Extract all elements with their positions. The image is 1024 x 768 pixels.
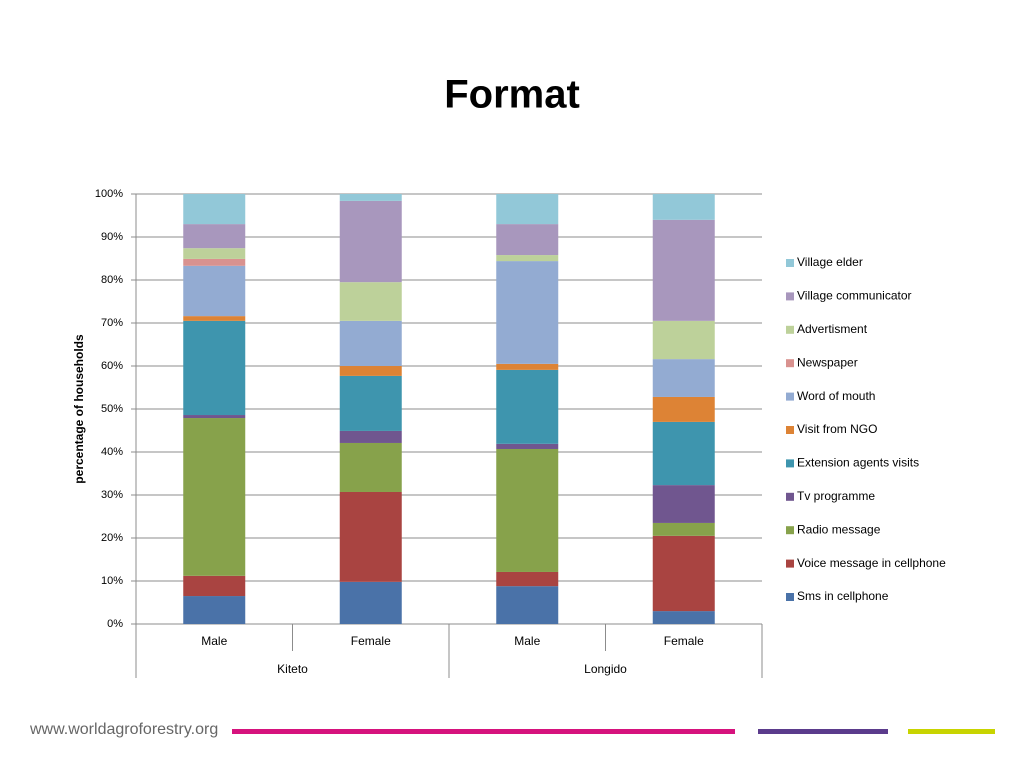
legend-swatch (786, 593, 794, 601)
bar-segment (652, 219, 715, 321)
y-tick-label: 20% (101, 532, 123, 544)
bar-segment (496, 448, 559, 572)
y-tick-label: 100% (95, 188, 123, 200)
bar-segment (652, 535, 715, 612)
bar-segment (496, 261, 559, 364)
legend-label: Voice message in cellphone (797, 556, 946, 570)
bar-segment (652, 421, 715, 486)
bar-segment (183, 224, 246, 249)
x-tick-label: Male (514, 634, 540, 648)
legend-label: Sms in cellphone (797, 589, 889, 603)
legend-swatch (786, 259, 794, 267)
bar-segment (339, 366, 402, 376)
chart-title: Format (444, 73, 580, 117)
bar-segment (652, 611, 715, 624)
y-tick-label: 30% (101, 489, 123, 501)
bar-segment (339, 581, 402, 624)
bar-segment (183, 248, 246, 259)
y-tick-label: 70% (101, 317, 123, 329)
bar-segment (183, 265, 246, 317)
bar-segment (496, 571, 559, 587)
legend-swatch (786, 559, 794, 568)
bar-segment (339, 194, 402, 201)
x-tick-label: Female (664, 634, 704, 648)
legend-label: Visit from NGO (797, 422, 877, 436)
bar-segment (339, 375, 402, 431)
bar-segment (183, 418, 246, 576)
bar-segment (183, 575, 246, 597)
bar-segment (339, 430, 402, 443)
legend-swatch (786, 492, 794, 501)
y-tick-label: 10% (101, 575, 123, 587)
bar-segment (496, 224, 559, 256)
footer-bar (908, 729, 995, 734)
bar-segment (183, 258, 246, 266)
bar-segment (339, 282, 402, 321)
bar-segment (339, 320, 402, 366)
y-tick-label: 40% (101, 446, 123, 458)
legend-swatch (786, 426, 794, 434)
bar-segment (339, 491, 402, 582)
bar-segment (496, 255, 559, 262)
x-tick-label: Male (201, 634, 227, 648)
legend-label: Radio message (797, 522, 881, 536)
legend-swatch (786, 292, 794, 301)
legend-label: Word of mouth (797, 389, 875, 403)
legend-label: Newspaper (797, 355, 858, 369)
bar-segment (652, 485, 715, 523)
bar-segment (652, 396, 715, 422)
legend-swatch (786, 526, 794, 535)
group-label: Kiteto (277, 662, 308, 676)
bar-segment (652, 359, 715, 397)
legend-label: Advertisment (797, 322, 868, 336)
footer-bar (232, 729, 735, 734)
bar-segment (496, 363, 559, 370)
legend-label: Extension agents visits (797, 456, 919, 470)
bar-segment (183, 415, 246, 419)
legend-label: Tv programme (797, 489, 875, 503)
legend-swatch (786, 459, 794, 468)
bar-segment (496, 586, 559, 624)
footer-url: www.worldagroforestry.org (29, 721, 218, 738)
group-label: Longido (584, 662, 627, 676)
y-tick-label: 90% (101, 231, 123, 243)
legend-swatch (786, 325, 794, 334)
legend-swatch (786, 392, 794, 401)
x-tick-label: Female (351, 634, 391, 648)
bar-segment (183, 320, 246, 416)
bar-segment (652, 194, 715, 220)
bar-segment (496, 443, 559, 449)
y-tick-label: 80% (101, 274, 123, 286)
bar-segment (652, 522, 715, 536)
y-tick-label: 50% (101, 403, 123, 415)
y-axis-label: percentage of households (72, 334, 86, 484)
bar-segment (652, 320, 715, 360)
bar-segment (339, 442, 402, 492)
bar-segment (496, 369, 559, 444)
legend-label: Village communicator (797, 289, 912, 303)
y-tick-label: 0% (107, 618, 123, 630)
legend-label: Village elder (797, 255, 863, 269)
legend-swatch (786, 359, 794, 368)
bar-segment (183, 316, 246, 321)
footer-bar (758, 729, 888, 734)
y-tick-label: 60% (101, 360, 123, 372)
bar-segment (183, 596, 246, 624)
bar-segment (183, 194, 246, 225)
bar-segment (496, 194, 559, 225)
bar-segment (339, 200, 402, 283)
